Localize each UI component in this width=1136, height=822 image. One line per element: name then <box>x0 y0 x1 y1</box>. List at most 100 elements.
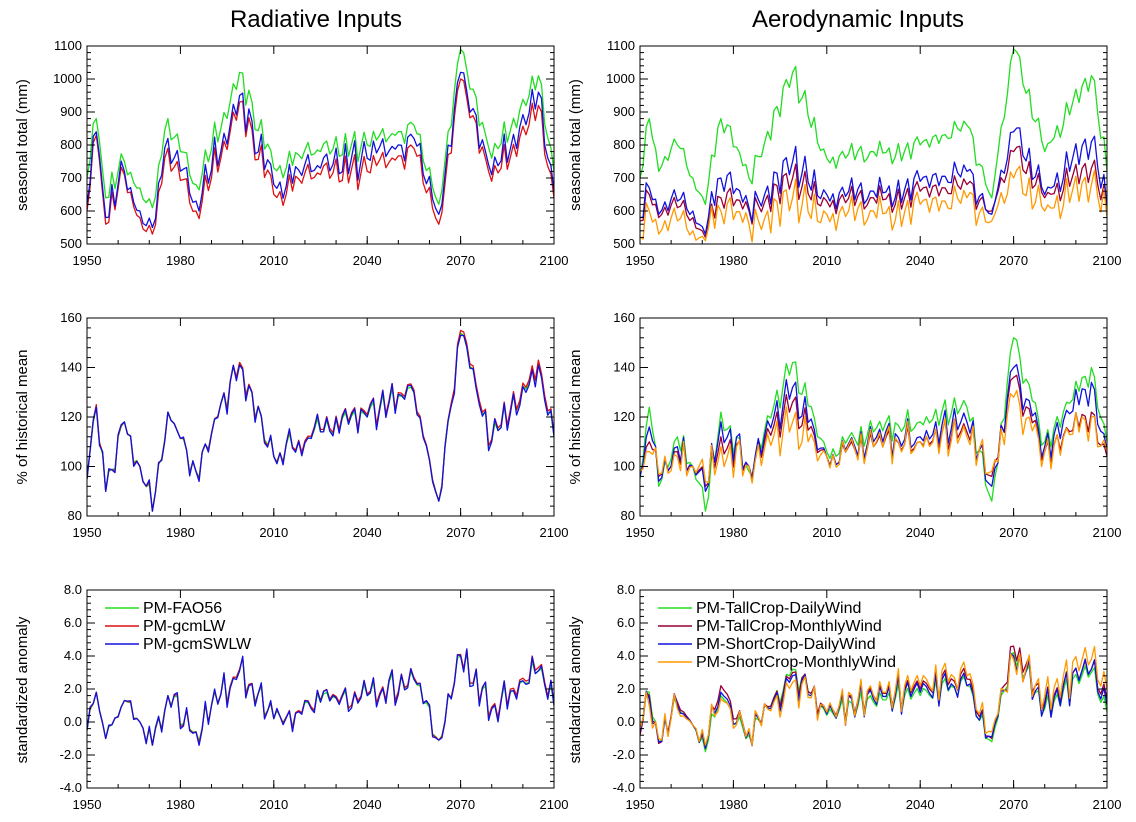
y-tick-label: 160 <box>60 310 82 325</box>
x-tick-label: 2070 <box>999 797 1028 812</box>
y-tick-label: 120 <box>613 409 635 424</box>
series-line-PM-TallCrop-DailyWind <box>640 337 1107 512</box>
series-line-PM-TallCrop-DailyWind <box>640 48 1107 206</box>
plot-frame <box>86 317 555 517</box>
x-tick-label: 2010 <box>812 797 841 812</box>
title-radiative-inputs: Radiative Inputs <box>230 6 402 33</box>
y-tick-label: 1100 <box>54 38 82 53</box>
y-tick-label: 140 <box>60 360 82 375</box>
panel-radiative-standardized-anomaly: 1950 1980 2010 2040 2070 2100 -4.0 -2.0 0.0 2.0 4.… <box>60 582 569 812</box>
x-tick-label: 1950 <box>626 253 655 268</box>
x-tick-label: 2070 <box>999 253 1028 268</box>
y-tick-label: 0.0 <box>64 714 82 729</box>
x-tick-label: 2040 <box>906 525 935 540</box>
x-tick-label: 2100 <box>540 525 569 540</box>
y-tick-label: 1100 <box>607 38 635 53</box>
panel-radiative-percent-historical: 1950 1980 2010 2040 2070 2100 80 100 120 140 160 <box>60 310 568 540</box>
panel-radiative-seasonal-total: 1950 1980 2010 2040 2070 2100 500 600 700 800 900 1… <box>53 38 568 268</box>
series-line-PM-ShortCrop-DailyWind <box>640 363 1107 492</box>
y-tick-label: 100 <box>613 459 635 474</box>
x-tick-label: 2040 <box>906 253 935 268</box>
y-tick-label: 120 <box>60 409 82 424</box>
series-line-PM-gcmSWLW <box>87 334 554 512</box>
series-line-PM-gcmLW <box>87 78 554 235</box>
series-line-PM-ShortCrop-MonthlyWind <box>640 165 1107 243</box>
x-tick-label: 2040 <box>353 525 382 540</box>
x-tick-label: 2040 <box>353 797 382 812</box>
x-tick-label: 1950 <box>73 797 102 812</box>
legend-label: PM-TallCrop-MonthlyWind <box>696 618 882 635</box>
x-tick-label: 2070 <box>446 797 475 812</box>
y-tick-label: 8.0 <box>64 582 82 597</box>
y-tick-label: 1000 <box>606 71 635 86</box>
legend-label: PM-TallCrop-DailyWind <box>696 600 861 617</box>
x-tick-label: 2070 <box>999 525 1028 540</box>
panel-aerodynamic-seasonal-total: 1950 1980 2010 2040 2070 2100 500 600 700 800 900 1… <box>606 38 1121 268</box>
ylabel-percent-historical-right: % of historical mean <box>567 349 584 484</box>
y-tick-label: 900 <box>613 104 635 119</box>
x-tick-label: 1980 <box>166 797 195 812</box>
y-tick-label: 8.0 <box>617 582 635 597</box>
series-line-PM-ShortCrop-DailyWind <box>640 127 1107 235</box>
y-tick-label: -4.0 <box>60 780 82 795</box>
x-tick-label: 1950 <box>626 797 655 812</box>
series-line-PM-gcmLW <box>87 329 554 512</box>
series-line-PM-gcmSWLW <box>87 648 554 746</box>
x-tick-label: 2040 <box>353 253 382 268</box>
ylabel-standardized-anomaly-right: standardized anomaly <box>567 616 584 763</box>
ylabel-standardized-anomaly-left: standardized anomaly <box>14 616 31 763</box>
y-tick-label: -4.0 <box>613 780 635 795</box>
x-tick-label: 2010 <box>259 253 288 268</box>
x-tick-label: 2100 <box>540 797 569 812</box>
y-tick-label: 700 <box>613 170 635 185</box>
y-tick-label: 100 <box>60 459 82 474</box>
title-aerodynamic-inputs: Aerodynamic Inputs <box>752 6 964 33</box>
legend-label: PM-gcmLW <box>143 618 226 635</box>
legend-label: PM-ShortCrop-DailyWind <box>696 636 876 653</box>
x-tick-label: 2010 <box>259 525 288 540</box>
y-tick-label: 1000 <box>53 71 82 86</box>
x-tick-label: 1980 <box>166 525 195 540</box>
y-tick-label: 6.0 <box>617 615 635 630</box>
y-tick-label: 4.0 <box>617 648 635 663</box>
x-tick-label: 1980 <box>719 797 748 812</box>
y-tick-label: 4.0 <box>64 648 82 663</box>
y-tick-label: 80 <box>68 508 82 523</box>
series-line-PM-ShortCrop-MonthlyWind <box>640 389 1107 484</box>
legend-label: PM-ShortCrop-MonthlyWind <box>696 654 896 671</box>
x-tick-label: 2070 <box>446 253 475 268</box>
series-line-PM-FAO56 <box>87 48 554 209</box>
x-tick-label: 2040 <box>906 797 935 812</box>
x-tick-label: 1950 <box>73 253 102 268</box>
x-tick-label: 1980 <box>166 253 195 268</box>
y-tick-label: 6.0 <box>64 615 82 630</box>
legend-label: PM-FAO56 <box>143 600 222 617</box>
x-tick-label: 2010 <box>812 525 841 540</box>
y-tick-label: 500 <box>613 236 635 251</box>
x-tick-label: 2100 <box>1093 253 1122 268</box>
y-tick-label: 900 <box>60 104 82 119</box>
x-tick-label: 2100 <box>1093 525 1122 540</box>
panel-aerodynamic-standardized-anomaly: 1950 1980 2010 2040 2070 2100 -4.0 -2.0 0.0 2.0 4.… <box>613 582 1122 812</box>
y-tick-label: -2.0 <box>60 747 82 762</box>
series-line-PM-gcmLW <box>87 648 554 746</box>
ylabel-seasonal-total-left: seasonal total (mm) <box>14 79 31 211</box>
legend-label: PM-gcmSWLW <box>143 636 252 653</box>
x-tick-label: 2100 <box>540 253 569 268</box>
x-tick-label: 1950 <box>73 525 102 540</box>
x-tick-label: 2070 <box>446 525 475 540</box>
y-tick-label: -2.0 <box>613 747 635 762</box>
x-tick-label: 1950 <box>626 525 655 540</box>
y-tick-label: 700 <box>60 170 82 185</box>
ylabel-seasonal-total-right: seasonal total (mm) <box>567 79 584 211</box>
y-tick-label: 800 <box>613 137 635 152</box>
y-tick-label: 800 <box>60 137 82 152</box>
x-tick-label: 1980 <box>719 525 748 540</box>
y-tick-label: 600 <box>60 203 82 218</box>
y-tick-label: 80 <box>621 508 635 523</box>
y-tick-label: 500 <box>60 236 82 251</box>
plot-frame <box>639 317 1108 517</box>
x-tick-label: 1980 <box>719 253 748 268</box>
y-tick-label: 600 <box>613 203 635 218</box>
